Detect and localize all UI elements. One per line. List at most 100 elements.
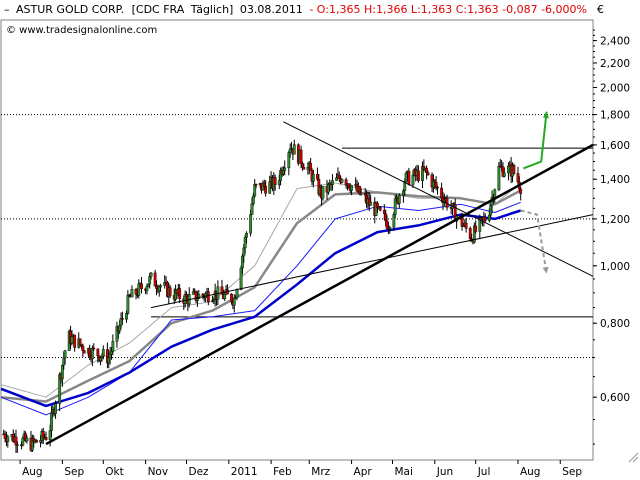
- candle-up: [63, 350, 67, 359]
- candle-down: [347, 183, 351, 188]
- candle-up: [350, 185, 353, 191]
- candle-up: [243, 237, 247, 249]
- x-tick-label: Apr: [354, 466, 373, 478]
- candle-down: [301, 163, 304, 168]
- x-tick-label: Jul: [477, 466, 491, 478]
- trend-line-2: [150, 214, 594, 309]
- candle-up: [15, 444, 19, 446]
- candle-up: [253, 184, 257, 197]
- horizontal-lines: [1, 114, 593, 359]
- y-tick-label: 0,800: [600, 318, 630, 330]
- candle-up: [48, 430, 52, 440]
- candle-up: [157, 286, 161, 292]
- candle-down: [433, 179, 437, 183]
- candle-down: [121, 318, 124, 320]
- candle-down: [299, 149, 303, 164]
- candle-up: [283, 167, 287, 171]
- candle-down: [337, 174, 341, 179]
- candle-up: [250, 203, 254, 215]
- x-tick-label: Mai: [394, 466, 412, 478]
- candle-up: [331, 180, 334, 185]
- candle-down: [92, 347, 96, 350]
- candle-up: [50, 412, 53, 431]
- candle-up: [392, 214, 396, 228]
- trend-line-1: [283, 121, 594, 277]
- candle-up: [268, 181, 272, 194]
- moving-average-1: [0, 189, 522, 403]
- x-tick-label: Feb: [273, 466, 292, 478]
- candle-up: [148, 276, 152, 285]
- moving-average-0: [0, 182, 522, 398]
- candle-down: [185, 294, 188, 298]
- y-tick-label: 2,000: [600, 82, 630, 94]
- candle-down: [512, 165, 516, 174]
- candle-down: [483, 217, 487, 221]
- candle-up: [70, 336, 74, 344]
- candle-up: [99, 357, 102, 361]
- period-label: Täglich]: [190, 3, 234, 16]
- candle-down: [14, 436, 18, 446]
- candle-up: [110, 350, 113, 355]
- candle-down: [273, 177, 277, 185]
- candle-up: [111, 341, 115, 352]
- candle-up: [107, 357, 111, 364]
- candle-up: [108, 354, 112, 358]
- y-tick-label: 2,200: [600, 58, 630, 70]
- candle-up: [239, 267, 243, 290]
- moving-average-2: [0, 201, 521, 416]
- forecast-arrows: [520, 111, 549, 274]
- x-tick-label: 2011: [231, 466, 258, 478]
- candle-down: [519, 188, 523, 194]
- candle-up: [287, 152, 291, 169]
- candle-up: [159, 285, 162, 288]
- collapse-icon[interactable]: –: [4, 3, 10, 16]
- candle-down: [3, 433, 7, 439]
- candle-down: [426, 172, 430, 175]
- candle-down: [81, 345, 85, 351]
- y-tick-label: 1,200: [600, 214, 630, 226]
- watermark: © www.tradesignalonline.com: [6, 25, 157, 36]
- y-tick-label: 2,400: [600, 36, 630, 48]
- forecast-arrow-1: [520, 209, 548, 274]
- candle-down: [516, 173, 520, 183]
- candle-down: [302, 166, 306, 170]
- candle-up: [137, 283, 141, 296]
- y-tick-label: 0,600: [600, 392, 630, 404]
- forecast-arrowhead-1: [542, 266, 549, 274]
- candle-up: [245, 232, 248, 238]
- candle-up: [21, 437, 25, 446]
- plot-border: [0, 19, 594, 461]
- x-tick-label: Nov: [148, 466, 169, 478]
- candle-up: [242, 247, 246, 257]
- candle-down: [384, 213, 388, 222]
- exchange-label: [CDC FRA: [132, 3, 185, 16]
- candle-up: [130, 289, 134, 298]
- trend-lines: [45, 121, 594, 446]
- candle-up: [146, 283, 150, 287]
- x-tick-label: Aug: [520, 466, 541, 478]
- candle-down: [134, 289, 138, 295]
- candle-up: [39, 440, 42, 443]
- currency-label: €: [597, 3, 604, 16]
- candle-up: [125, 313, 128, 320]
- candle-up: [277, 180, 281, 185]
- candle-up: [118, 325, 122, 332]
- candle-down: [155, 285, 158, 289]
- candle-down: [201, 293, 205, 296]
- candle-down: [168, 287, 172, 296]
- candle-up: [126, 294, 130, 314]
- candle-up: [359, 193, 363, 195]
- candlesticks: [2, 139, 523, 453]
- candle-down: [264, 185, 268, 194]
- candle-up: [281, 170, 285, 175]
- resize-grip-icon[interactable]: [628, 452, 639, 463]
- candle-up: [401, 190, 405, 196]
- candle-down: [262, 182, 266, 187]
- trend-line-0: [45, 143, 594, 446]
- candle-up: [196, 298, 199, 301]
- candle-up: [306, 167, 310, 170]
- candle-down: [153, 272, 157, 287]
- candle-up: [311, 174, 315, 182]
- forecast-arrow-0: [523, 111, 548, 170]
